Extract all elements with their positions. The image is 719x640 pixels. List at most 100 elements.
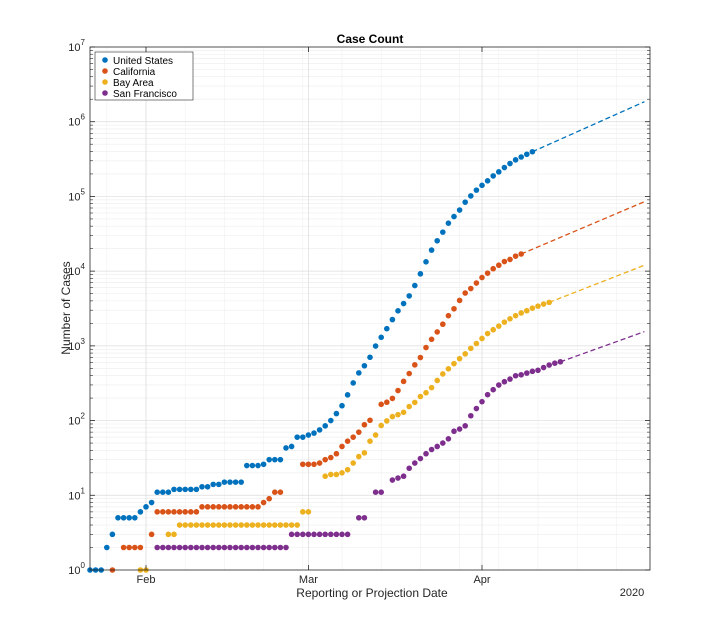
data-point-bay-area [490, 326, 497, 333]
data-point-california [339, 443, 345, 450]
data-point-united-states [272, 456, 278, 463]
data-point-california [456, 297, 463, 304]
data-point-united-states [120, 514, 127, 521]
data-point-california [412, 362, 418, 368]
y-tick-label: 107 [68, 38, 85, 54]
data-point-san-francisco [238, 544, 244, 551]
data-point-california [277, 489, 284, 495]
data-point-san-francisco [507, 376, 513, 382]
data-point-san-francisco [165, 544, 172, 551]
data-point-california [361, 421, 368, 428]
data-point-bay-area [417, 393, 424, 400]
data-point-bay-area [356, 453, 362, 460]
data-point-california [221, 504, 228, 510]
data-point-united-states [249, 462, 256, 469]
data-point-united-states [232, 479, 239, 485]
data-point-san-francisco [423, 450, 429, 457]
data-point-united-states [165, 489, 172, 495]
data-point-california [428, 336, 435, 343]
y-tick-label: 101 [68, 486, 85, 502]
data-point-bay-area [428, 384, 435, 391]
data-point-california [322, 456, 329, 463]
data-point-bay-area [484, 330, 491, 337]
data-point-united-states [406, 293, 413, 299]
data-point-california [378, 401, 385, 408]
data-point-san-francisco [417, 455, 424, 462]
data-point-california [501, 258, 508, 265]
data-point-united-states [126, 514, 132, 521]
data-point-san-francisco [328, 531, 334, 538]
data-point-united-states [137, 509, 144, 515]
data-point-bay-area [272, 522, 278, 528]
data-point-california [272, 489, 278, 495]
data-point-bay-area [210, 522, 216, 528]
series-bay-area [137, 264, 645, 573]
plot-area [90, 47, 650, 570]
data-point-san-francisco [227, 544, 233, 551]
data-point-united-states [367, 354, 373, 361]
data-point-california [356, 429, 362, 435]
data-point-california [451, 305, 457, 312]
legend-entry-united-states: United States [102, 56, 173, 67]
data-point-united-states [339, 402, 345, 409]
data-point-bay-area [322, 473, 329, 480]
data-point-california [137, 544, 144, 551]
data-point-united-states [132, 514, 138, 521]
data-point-san-francisco [540, 364, 547, 371]
data-point-california [249, 504, 256, 510]
data-point-united-states [479, 182, 485, 189]
data-point-san-francisco [462, 423, 469, 429]
data-point-united-states [193, 486, 200, 493]
data-point-san-francisco [529, 368, 536, 375]
data-point-bay-area [389, 413, 396, 420]
data-point-california [165, 509, 172, 515]
y-tick-label: 100 [68, 561, 85, 577]
data-point-california [132, 544, 138, 551]
data-point-united-states [266, 456, 273, 463]
projection-line-california [520, 201, 645, 255]
data-point-united-states [260, 461, 267, 468]
x-tick-label: Feb [137, 574, 156, 586]
data-point-california [512, 253, 519, 259]
data-point-san-francisco [204, 544, 211, 551]
y-tick-label: 104 [68, 262, 85, 278]
data-point-san-francisco [445, 436, 452, 442]
data-point-bay-area [518, 310, 524, 316]
data-point-united-states [501, 164, 508, 171]
data-point-san-francisco [535, 367, 541, 374]
data-point-san-francisco [372, 489, 379, 495]
legend: United States California Bay Area San Fr… [94, 51, 194, 101]
data-point-san-francisco [490, 386, 497, 393]
data-point-united-states [322, 423, 329, 429]
data-point-united-states [160, 489, 166, 495]
data-point-san-francisco [552, 360, 558, 366]
legend-marker-united-states [102, 57, 108, 63]
data-point-bay-area [535, 303, 541, 309]
data-point-bay-area [451, 360, 457, 367]
data-point-united-states [288, 443, 295, 450]
data-point-united-states [244, 462, 250, 469]
data-point-san-francisco [294, 531, 301, 538]
data-point-california [148, 531, 155, 538]
data-point-united-states [283, 445, 289, 451]
series-san-francisco [154, 331, 645, 551]
data-point-united-states [445, 220, 452, 226]
data-point-san-francisco [440, 440, 446, 446]
data-point-san-francisco [160, 544, 166, 551]
data-point-san-francisco [316, 531, 323, 538]
legend-marker-california [102, 68, 108, 74]
data-point-san-francisco [501, 378, 508, 385]
data-point-california [305, 461, 312, 468]
data-point-united-states [434, 237, 441, 244]
data-point-united-states [221, 479, 228, 485]
data-point-bay-area [361, 450, 368, 456]
data-point-california [316, 460, 323, 466]
y-tick-label: 105 [68, 187, 85, 203]
data-point-bay-area [462, 351, 469, 357]
data-point-san-francisco [428, 446, 435, 453]
data-point-san-francisco [389, 477, 396, 483]
data-point-california [395, 387, 401, 394]
data-point-united-states [204, 483, 211, 490]
data-point-san-francisco [361, 514, 368, 521]
